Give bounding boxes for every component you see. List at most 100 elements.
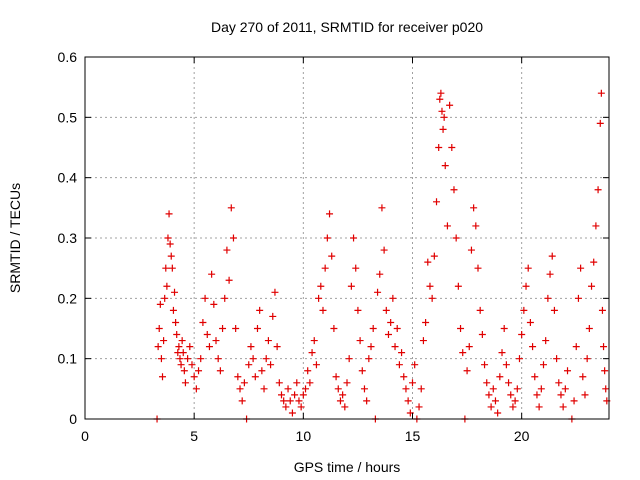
data-point bbox=[260, 385, 268, 393]
data-point bbox=[256, 306, 264, 314]
data-point bbox=[544, 294, 552, 302]
data-point bbox=[328, 252, 336, 260]
data-point bbox=[389, 294, 397, 302]
data-point bbox=[251, 373, 259, 381]
data-point bbox=[400, 373, 408, 381]
data-point bbox=[264, 337, 272, 345]
data-point bbox=[159, 373, 167, 381]
y-tick-label: 0.5 bbox=[58, 109, 78, 125]
data-point bbox=[446, 101, 454, 109]
data-point bbox=[474, 264, 482, 272]
data-point bbox=[167, 252, 175, 260]
data-point bbox=[334, 385, 342, 393]
data-point bbox=[402, 385, 410, 393]
data-point bbox=[312, 361, 320, 369]
data-point bbox=[485, 391, 493, 399]
data-point bbox=[590, 258, 598, 266]
data-point bbox=[428, 294, 436, 302]
data-point bbox=[177, 361, 185, 369]
data-point bbox=[491, 397, 499, 405]
data-point bbox=[452, 234, 460, 242]
data-point bbox=[537, 385, 545, 393]
data-point bbox=[240, 379, 248, 387]
chart-title: Day 270 of 2011, SRMTID for receiver p02… bbox=[211, 19, 483, 35]
data-point bbox=[550, 306, 558, 314]
data-point bbox=[269, 312, 277, 320]
data-point bbox=[343, 379, 351, 387]
data-point bbox=[515, 355, 523, 363]
data-point bbox=[417, 385, 425, 393]
data-point bbox=[365, 355, 373, 363]
data-point bbox=[179, 349, 187, 357]
data-point bbox=[262, 355, 270, 363]
data-point bbox=[321, 264, 329, 272]
data-point bbox=[382, 306, 390, 314]
data-point bbox=[171, 288, 179, 296]
data-point bbox=[155, 325, 163, 332]
data-point bbox=[169, 306, 177, 314]
data-point bbox=[188, 361, 196, 369]
y-tick-label: 0.2 bbox=[58, 290, 78, 306]
data-point bbox=[572, 343, 580, 351]
data-point bbox=[278, 391, 285, 399]
data-point bbox=[393, 325, 401, 332]
data-point bbox=[154, 343, 162, 351]
data-point bbox=[165, 210, 173, 218]
data-point bbox=[411, 361, 419, 369]
data-point bbox=[164, 234, 172, 242]
data-point bbox=[302, 385, 310, 393]
x-tick-label: 10 bbox=[296, 428, 312, 444]
data-point bbox=[391, 343, 399, 351]
data-point bbox=[529, 343, 537, 351]
data-point bbox=[192, 385, 200, 393]
data-point bbox=[223, 246, 231, 254]
data-point bbox=[282, 403, 290, 411]
data-point bbox=[236, 385, 244, 393]
data-point bbox=[465, 343, 473, 351]
data-point bbox=[326, 210, 334, 218]
data-point bbox=[162, 264, 170, 272]
data-point bbox=[406, 409, 414, 417]
data-point bbox=[546, 270, 554, 278]
data-point bbox=[564, 367, 572, 375]
data-point bbox=[286, 397, 294, 405]
data-point bbox=[186, 343, 194, 351]
data-point bbox=[184, 355, 192, 363]
data-point bbox=[585, 325, 593, 332]
data-point bbox=[354, 306, 362, 314]
data-point bbox=[448, 144, 456, 151]
data-point bbox=[597, 89, 605, 97]
data-point bbox=[181, 379, 189, 387]
data-point bbox=[596, 119, 604, 127]
x-tick-label: 20 bbox=[514, 428, 530, 444]
y-tick-label: 0 bbox=[69, 411, 77, 427]
data-points bbox=[153, 89, 611, 423]
data-point bbox=[426, 282, 434, 290]
data-point bbox=[522, 282, 530, 290]
data-point bbox=[168, 264, 176, 272]
data-point bbox=[513, 385, 521, 393]
data-point bbox=[531, 373, 539, 381]
y-tick-label: 0.1 bbox=[58, 351, 78, 367]
data-point bbox=[195, 367, 203, 375]
data-point bbox=[163, 282, 171, 290]
data-point bbox=[557, 391, 565, 399]
data-point bbox=[559, 403, 567, 411]
data-point bbox=[367, 343, 375, 351]
data-point bbox=[443, 222, 451, 230]
data-point bbox=[524, 264, 532, 272]
data-point bbox=[500, 325, 508, 332]
data-point bbox=[304, 367, 312, 375]
data-point bbox=[577, 264, 585, 272]
data-point bbox=[267, 361, 275, 369]
data-point bbox=[330, 325, 338, 332]
data-point bbox=[291, 391, 299, 399]
data-point bbox=[253, 325, 261, 332]
data-point bbox=[481, 361, 489, 369]
data-point bbox=[197, 355, 205, 363]
data-point bbox=[592, 222, 600, 230]
data-point bbox=[156, 300, 164, 308]
data-point bbox=[487, 403, 495, 411]
data-point bbox=[339, 391, 347, 399]
